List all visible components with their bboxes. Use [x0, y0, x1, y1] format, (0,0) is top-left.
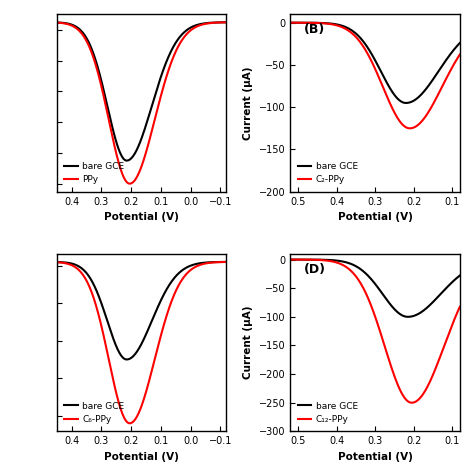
C₆-PPy: [219, 259, 225, 265]
X-axis label: Potential (V): Potential (V): [337, 212, 412, 222]
C₁₂-PPy: [368, 302, 374, 308]
bare GCE: [388, 87, 394, 93]
Legend: bare GCE, C₁₂-PPy: bare GCE, C₁₂-PPy: [295, 399, 361, 427]
bare GCE: [193, 22, 199, 28]
bare GCE: [136, 346, 141, 352]
C₆-PPy: [155, 344, 161, 349]
C₂-PPy: [379, 82, 385, 88]
C₆-PPy: [146, 379, 152, 385]
PPy: [135, 173, 140, 178]
C₂-PPy: [457, 52, 463, 57]
Line: C₁₂-PPy: C₁₂-PPy: [291, 260, 460, 403]
Legend: bare GCE, C₆-PPy: bare GCE, C₆-PPy: [62, 399, 127, 427]
C₂-PPy: [427, 108, 432, 113]
PPy: [223, 19, 229, 25]
Line: bare GCE: bare GCE: [57, 262, 226, 359]
bare GCE: [135, 348, 140, 354]
PPy: [193, 24, 199, 30]
bare GCE: [193, 261, 199, 267]
X-axis label: Potential (V): Potential (V): [104, 452, 179, 462]
bare GCE: [457, 40, 463, 46]
bare GCE: [288, 20, 293, 26]
bare GCE: [388, 303, 394, 309]
bare GCE: [219, 259, 225, 265]
C₂-PPy: [407, 126, 413, 131]
PPy: [146, 139, 152, 145]
bare GCE: [403, 100, 409, 106]
bare GCE: [427, 302, 432, 308]
Text: (B): (B): [304, 23, 325, 36]
bare GCE: [369, 277, 375, 283]
bare GCE: [219, 19, 225, 25]
PPy: [127, 181, 133, 186]
Line: bare GCE: bare GCE: [291, 23, 460, 103]
Line: C₂-PPy: C₂-PPy: [291, 23, 460, 128]
bare GCE: [453, 44, 459, 50]
Line: PPy: PPy: [57, 22, 226, 183]
bare GCE: [288, 257, 293, 263]
C₆-PPy: [193, 264, 199, 269]
Legend: bare GCE, PPy: bare GCE, PPy: [62, 159, 127, 187]
bare GCE: [135, 145, 140, 151]
Y-axis label: Current (μA): Current (μA): [244, 66, 254, 140]
bare GCE: [368, 276, 374, 282]
C₁₂-PPy: [388, 364, 394, 370]
bare GCE: [427, 82, 432, 87]
bare GCE: [379, 291, 385, 296]
C₆-PPy: [54, 259, 60, 265]
Line: C₆-PPy: C₆-PPy: [57, 262, 226, 423]
C₁₂-PPy: [409, 400, 414, 406]
C₁₂-PPy: [288, 257, 293, 263]
Line: bare GCE: bare GCE: [57, 22, 226, 161]
C₁₂-PPy: [453, 312, 459, 318]
Line: bare GCE: bare GCE: [291, 260, 460, 317]
C₂-PPy: [368, 57, 374, 63]
Text: (D): (D): [304, 263, 326, 276]
Legend: bare GCE, C₂-PPy: bare GCE, C₂-PPy: [295, 159, 361, 187]
C₁₂-PPy: [427, 380, 432, 385]
Y-axis label: Current (μA): Current (μA): [243, 306, 253, 379]
bare GCE: [136, 143, 141, 148]
C₆-PPy: [136, 410, 141, 416]
PPy: [54, 20, 60, 26]
PPy: [155, 104, 161, 110]
C₁₂-PPy: [369, 305, 375, 310]
bare GCE: [155, 304, 161, 310]
C₂-PPy: [369, 59, 375, 65]
bare GCE: [124, 158, 129, 164]
C₆-PPy: [223, 259, 229, 265]
PPy: [219, 19, 225, 25]
bare GCE: [124, 356, 129, 362]
PPy: [136, 171, 141, 176]
bare GCE: [54, 19, 60, 25]
C₂-PPy: [453, 58, 459, 64]
bare GCE: [453, 276, 459, 282]
X-axis label: Potential (V): Potential (V): [104, 212, 179, 222]
bare GCE: [223, 259, 229, 265]
bare GCE: [155, 83, 161, 89]
bare GCE: [369, 52, 375, 57]
bare GCE: [146, 113, 152, 119]
bare GCE: [146, 325, 152, 331]
bare GCE: [405, 314, 410, 319]
C₆-PPy: [127, 420, 133, 426]
C₂-PPy: [388, 103, 394, 109]
C₁₂-PPy: [457, 304, 463, 310]
bare GCE: [379, 71, 385, 76]
bare GCE: [54, 259, 60, 265]
C₁₂-PPy: [379, 335, 385, 341]
C₂-PPy: [288, 20, 293, 26]
C₆-PPy: [135, 412, 140, 418]
bare GCE: [457, 273, 463, 278]
bare GCE: [223, 19, 229, 25]
bare GCE: [368, 50, 374, 55]
X-axis label: Potential (V): Potential (V): [337, 452, 412, 462]
